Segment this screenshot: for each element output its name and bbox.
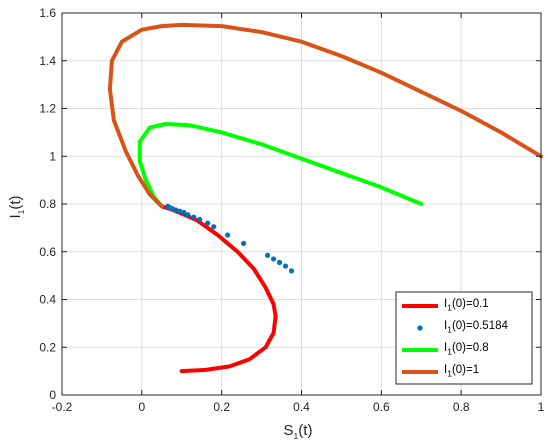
series-point-0_5184 xyxy=(191,214,197,220)
y-tick-label: 0.2 xyxy=(39,340,56,354)
series-point-0_5184 xyxy=(264,252,271,258)
x-tick-label: 1 xyxy=(538,400,545,414)
series-point-0_5184 xyxy=(288,268,295,274)
y-tick-label: 1 xyxy=(49,149,56,163)
axis-ticks: -0.2 0 0.2 0.4 0.6 0.8 100.20.40.60.811.21.41.… xyxy=(39,6,544,414)
legend-label: I1(0)=0.1 xyxy=(444,298,489,313)
y-axis-label: I1(t) xyxy=(7,195,26,218)
series-point-0_5184 xyxy=(270,256,277,262)
legend-swatch xyxy=(417,325,423,331)
legend-label: I1(0)=0.8 xyxy=(444,342,489,357)
y-tick-label: 1.4 xyxy=(39,54,56,68)
series-point-0_5184 xyxy=(241,240,247,246)
series-point-0_5184 xyxy=(276,259,283,266)
legend-label: I1(0)=0.5184 xyxy=(444,320,508,335)
x-tick-label: 0 xyxy=(138,400,145,414)
x-tick-label: 0.4 xyxy=(293,400,310,414)
x-axis-label: S1(t) xyxy=(284,422,313,441)
y-tick-label: 0 xyxy=(49,388,56,402)
x-tick-label: 0.8 xyxy=(453,400,470,414)
series-point-0_5184 xyxy=(181,209,187,215)
x-tick-label: -0.2 xyxy=(52,400,73,414)
series-point-0_5184 xyxy=(211,224,217,230)
y-tick-label: 0.6 xyxy=(39,245,56,259)
series-layer xyxy=(107,22,543,374)
y-tick-label: 0.4 xyxy=(39,293,56,307)
x-tick-label: 0.6 xyxy=(373,400,390,414)
series-point-0_5184 xyxy=(225,232,231,238)
series-point-0_5184 xyxy=(282,263,289,269)
series-point-0_5184 xyxy=(185,212,191,218)
series-point-0_5184 xyxy=(177,208,183,214)
legend: I1(0)=0.1 I1(0)=0.5184 I1(0)=0.8 I1(0)=1 xyxy=(395,291,533,385)
y-tick-label: 0.8 xyxy=(39,197,56,211)
series-point-0_5184 xyxy=(205,220,211,226)
x-tick-label: 0.2 xyxy=(213,400,230,414)
series-point-0_5184 xyxy=(165,203,171,209)
series-line-0_8 xyxy=(137,122,424,209)
series-point-0_5184 xyxy=(197,216,203,223)
legend-label: I1(0)=1 xyxy=(444,364,479,379)
series-line-0_1 xyxy=(159,204,278,374)
series-line-1 xyxy=(107,22,543,209)
y-tick-label: 1.2 xyxy=(39,102,56,116)
y-tick-label: 1.6 xyxy=(39,6,56,20)
